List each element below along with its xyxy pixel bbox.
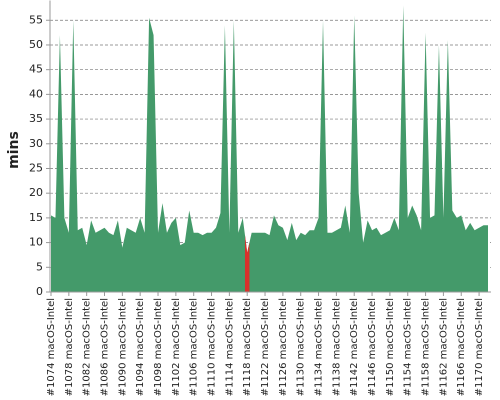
x-tick-label: #1162 macOS-Intel: [438, 298, 449, 396]
y-tick-label: 15: [29, 211, 43, 224]
x-tick-label: #1094 macOS-Intel: [135, 298, 146, 396]
x-tick-label: #1082 macOS-Intel: [82, 298, 93, 396]
y-tick-label: 0: [36, 285, 43, 298]
y-tick-label: 35: [29, 112, 43, 125]
y-axis-label: mins: [6, 131, 22, 169]
x-tick-label: #1106 macOS-Intel: [189, 298, 200, 396]
x-tick-label: #1146 macOS-Intel: [367, 298, 378, 396]
y-tick-label: 50: [29, 38, 43, 51]
x-tick-label: #1110 macOS-Intel: [207, 298, 218, 396]
y-tick-label: 10: [29, 236, 43, 249]
x-tick-label: #1154 macOS-Intel: [403, 298, 414, 396]
x-tick-label: #1158 macOS-Intel: [421, 298, 432, 396]
x-tick-label: #1170 macOS-Intel: [474, 298, 485, 396]
x-tick-label: #1102 macOS-Intel: [171, 298, 182, 396]
y-tick-label: 45: [29, 63, 43, 76]
x-tick-label: #1098 macOS-Intel: [153, 298, 164, 396]
x-tick-label: #1086 macOS-Intel: [100, 298, 111, 396]
highlight-area: [244, 235, 250, 292]
y-tick-label: 25: [29, 161, 43, 174]
x-tick-label: #1166 macOS-Intel: [456, 298, 467, 396]
x-tick-label: #1074 macOS-Intel: [46, 298, 57, 396]
y-tick-label: 30: [29, 137, 43, 150]
x-tick-label: #1126 macOS-Intel: [278, 298, 289, 396]
x-tick-label: #1114 macOS-Intel: [224, 298, 235, 396]
x-tick-label: #1138 macOS-Intel: [331, 298, 342, 396]
area: [51, 5, 488, 293]
x-tick-label: #1150 macOS-Intel: [385, 298, 396, 396]
x-tick-label: #1134 macOS-Intel: [314, 298, 325, 396]
x-tick-label: #1122 macOS-Intel: [260, 298, 271, 396]
x-tick-label: #1078 macOS-Intel: [64, 298, 75, 396]
x-tick-label: #1130 macOS-Intel: [296, 298, 307, 396]
x-tick-label: #1142 macOS-Intel: [349, 298, 360, 396]
y-tick-label: 20: [29, 186, 43, 199]
y-tick-label: 55: [29, 13, 43, 26]
y-tick-label: 5: [36, 260, 43, 273]
y-tick-label: 40: [29, 87, 43, 100]
x-tick-label: #1090 macOS-Intel: [117, 298, 128, 396]
x-tick-label: #1118 macOS-Intel: [242, 298, 253, 396]
